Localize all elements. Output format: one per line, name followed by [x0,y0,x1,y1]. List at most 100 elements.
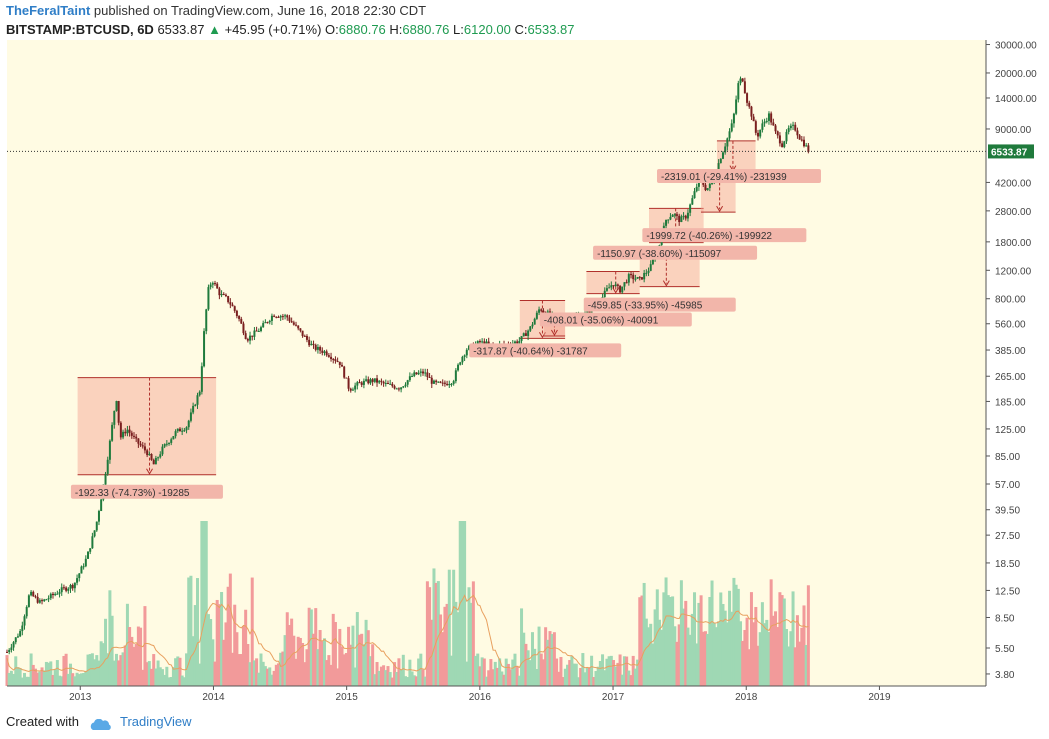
volume-bar [509,669,513,686]
volume-bar [27,676,31,686]
candle-body [432,380,435,384]
tradingview-cloud-icon[interactable] [89,717,113,730]
candle-body [310,343,313,346]
candle-body [765,120,768,122]
candle-body [448,383,451,386]
candle-body [174,431,177,437]
candle-body [214,283,217,285]
candle-body [358,382,361,384]
candle-body [785,131,788,142]
volume-bar [145,662,149,686]
price-chart[interactable]: 6533.87 30000.00 20000.00 14000.00 9000.00 4… [0,40,1049,708]
candle-body [301,330,304,336]
volume-bar [682,608,686,686]
volume-bar [774,611,778,686]
candle-body [774,125,777,132]
volume-bar [441,632,445,686]
volume-bar [360,633,364,686]
volume-bar [517,675,521,686]
volume-bar [800,627,804,686]
volume-bar [515,665,519,686]
candle-body [343,366,346,378]
candle-body [275,316,278,318]
volume-bar [47,662,51,686]
volume-bar [417,658,421,686]
candle-body [767,113,770,121]
x-axis[interactable]: 2013 2014 2015 2016 2017 2018 2019 [7,685,986,703]
volume-bar [620,674,624,686]
candle-body [163,444,166,447]
volume-bar [443,606,447,686]
volume-bar [651,643,655,686]
candle-body [14,637,17,643]
volume-bar [128,627,132,686]
volume-bar [130,636,134,686]
candle-body [332,359,335,361]
candle-body [154,458,157,465]
volume-bar [596,666,600,686]
volume-bar [605,658,609,686]
candle-body [185,427,188,431]
volume-bar [338,628,342,686]
volume-bar [723,610,727,686]
publish-info: published on TradingView.com, June 16, 2… [93,3,427,18]
volume-bar [117,660,121,686]
candle-body [36,596,39,603]
volume-bar [782,598,786,686]
candle-body [97,511,100,522]
volume-bar [141,669,145,686]
volume-bar [677,624,681,686]
candle-body [518,340,521,344]
candle-body [345,377,348,379]
volume-bar [675,641,679,686]
candle-body [608,287,611,289]
volume-bar [660,629,664,686]
volume-bar [33,668,37,686]
volume-bar [566,664,570,686]
candle-body [754,121,757,133]
volume-bar [699,595,703,686]
author-link[interactable]: TheFeralTaint [6,3,91,18]
volume-bar [294,658,298,686]
y-tick-label: 14000.00 [995,94,1037,105]
high-value: 6880.76 [402,22,450,37]
volume-bar [747,649,751,686]
candle-body [198,391,201,396]
candle-body [752,116,755,122]
y-axis[interactable]: 30000.00 20000.00 14000.00 9000.00 4200.00 28… [985,40,1037,686]
volume-bar [237,654,241,686]
volume-bar [193,605,197,686]
volume-bar [434,582,438,686]
volume-bar [482,658,486,686]
candle-body [347,378,350,389]
volume-bar [7,672,11,686]
tradingview-brand-link[interactable]: TradingView [120,714,192,729]
volume-bar [165,666,169,686]
last-price-tag-text: 6533.87 [991,147,1028,158]
candle-body [264,322,267,324]
candle-body [207,287,210,310]
volume-bar [793,647,797,686]
volume-bar [23,672,27,686]
candle-body [415,372,418,375]
volume-bar [163,674,167,686]
volume-bar [90,653,94,686]
candle-body [211,283,214,285]
volume-bar [401,654,405,686]
symbol-label[interactable]: BITSTAMP:BTCUSD, 6D [6,22,154,37]
volume-bar [371,644,375,686]
volume-bar [493,661,497,686]
volume-bar [200,521,204,686]
volume-bar [465,661,469,686]
candle-body [796,130,799,136]
candle-body [41,600,44,602]
candle-body [297,325,300,329]
y-tick-label: 8.50 [995,613,1015,624]
volume-bar [298,637,302,686]
candle-body [467,345,470,350]
candle-body [400,387,403,390]
candle-body [321,350,324,353]
candle-body [32,591,35,597]
candle-body [130,432,133,436]
volume-bar [601,654,605,686]
